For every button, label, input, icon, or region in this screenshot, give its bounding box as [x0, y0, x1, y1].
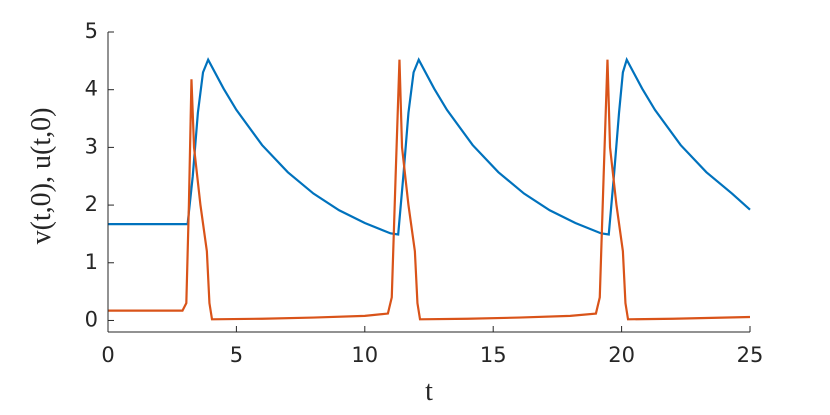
y-tick-label: 1: [85, 250, 98, 274]
y-tick-label: 2: [85, 192, 98, 216]
x-tick-label: 10: [351, 343, 378, 367]
x-tick-label: 25: [737, 343, 764, 367]
y-tick-label: 5: [85, 19, 98, 43]
y-tick-label: 3: [85, 134, 98, 158]
y-tick-label: 4: [85, 77, 98, 101]
x-tick-label: 15: [480, 343, 507, 367]
x-tick-label: 0: [101, 343, 114, 367]
y-axis-label: v(t,0), u(t,0): [26, 108, 57, 245]
x-tick-label: 5: [230, 343, 243, 367]
series-line: [108, 59, 751, 321]
series-line: [108, 56, 751, 236]
x-axis-label: t: [425, 376, 433, 407]
y-tick-label: 0: [85, 307, 98, 331]
x-tick-label: 20: [608, 343, 635, 367]
